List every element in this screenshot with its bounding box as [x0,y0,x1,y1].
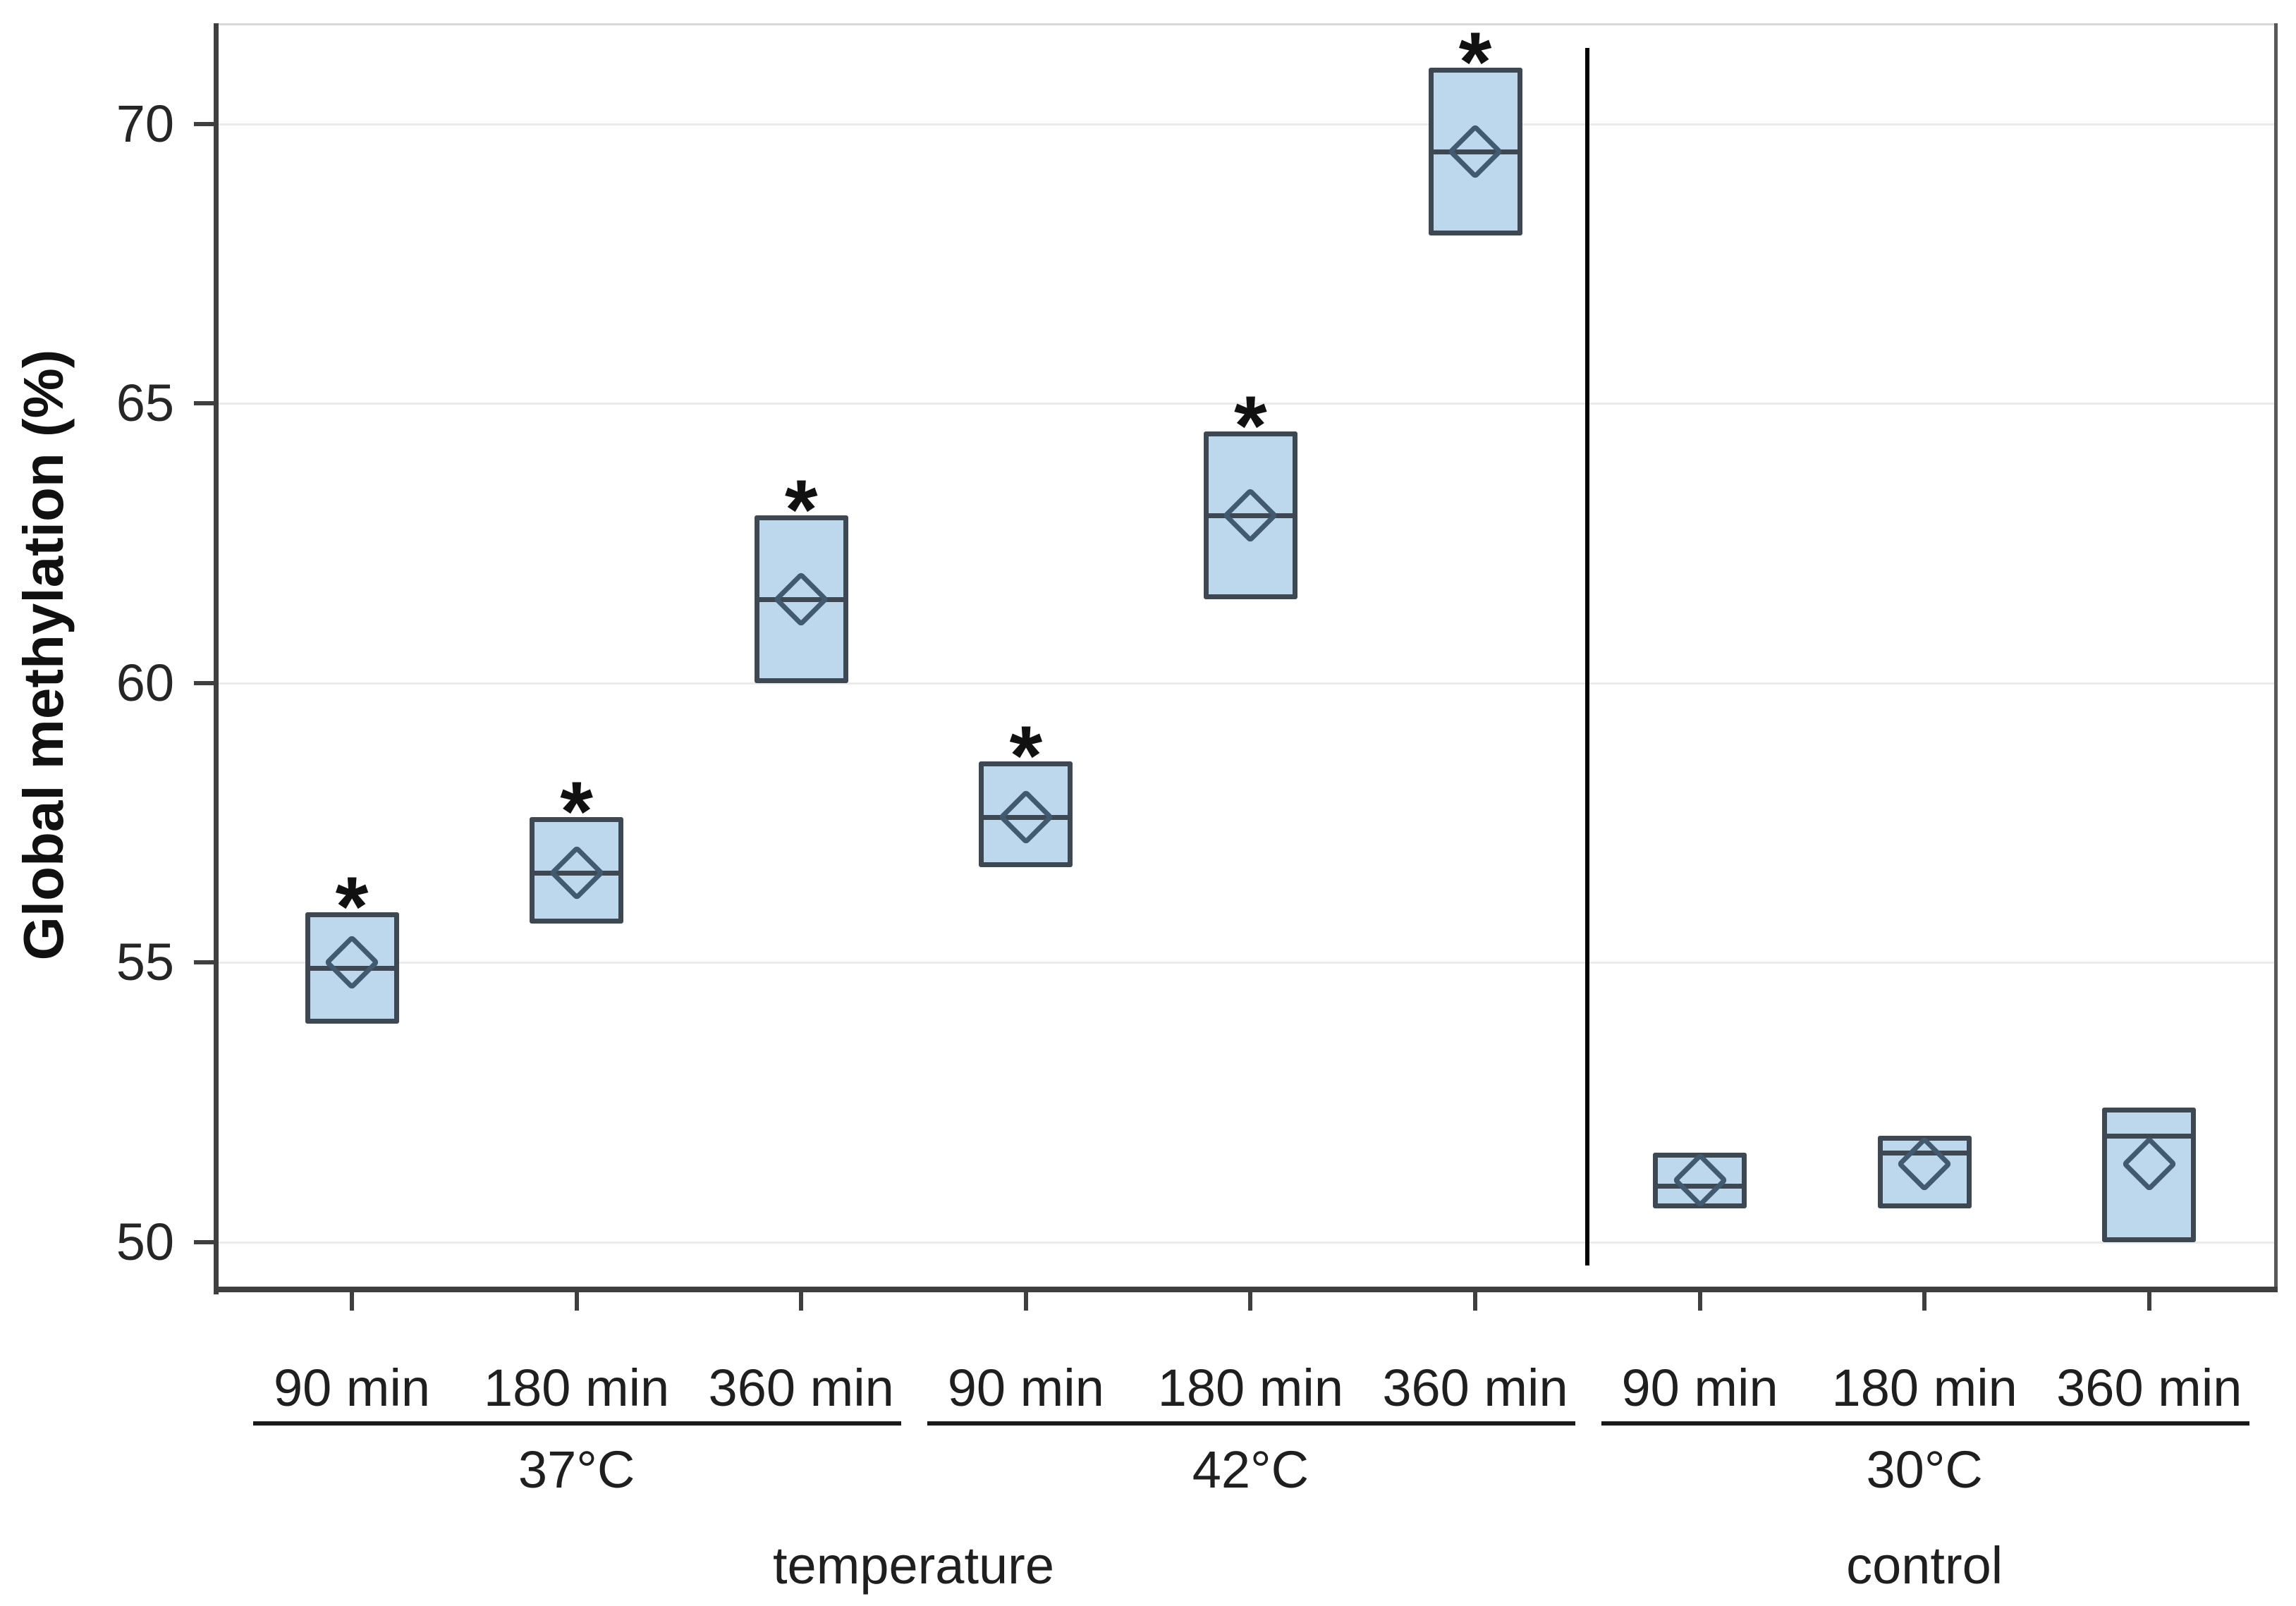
significance-asterisk: * [784,462,818,557]
y-tick-label: 70 [116,94,174,153]
box-plot-box [979,761,1073,868]
median-line [1657,1184,1743,1189]
category-label: 180 min [483,1359,670,1417]
median-line [1207,513,1293,518]
y-tick [194,960,215,965]
group-label: 42°C [1192,1440,1309,1499]
group-underline [1601,1421,2249,1426]
gridline [216,1241,2278,1244]
x-axis-line [214,1287,2278,1292]
median-line [758,596,844,602]
box-plot-box [1203,431,1297,599]
x-tick [1697,1292,1702,1311]
significance-asterisk: * [1009,708,1043,803]
x-tick [574,1292,579,1311]
y-tick-label: 55 [116,933,174,992]
category-label: 90 min [273,1359,431,1417]
section-label: temperature [773,1536,1054,1595]
median-line [309,966,395,971]
category-label: 180 min [1157,1359,1344,1417]
group-label: 30°C [1866,1440,1983,1499]
category-label: 180 min [1831,1359,2017,1417]
y-tick-label: 60 [116,653,174,712]
median-line [1432,149,1518,155]
group-underline [927,1421,1575,1426]
plot-border-top [216,23,2278,25]
box-plot-box [1877,1135,1972,1208]
median-line [534,871,620,876]
x-tick [350,1292,354,1311]
x-tick [2147,1292,2151,1311]
gridline [216,682,2278,685]
y-tick-label: 65 [116,374,174,433]
significance-asterisk: * [1234,378,1267,473]
section-divider [1585,48,1590,1265]
y-axis-line [214,23,219,1294]
group-label: 37°C [518,1440,635,1499]
x-tick [1023,1292,1028,1311]
y-tick [194,680,215,685]
box-plot-box [1653,1152,1747,1208]
box-plot-box [530,816,624,924]
gridline [216,123,2278,125]
box-plot-box [305,912,399,1024]
category-label: 360 min [2056,1359,2242,1417]
x-tick [1248,1292,1253,1311]
significance-asterisk: * [335,859,369,954]
category-label: 360 min [1382,1359,1568,1417]
plot-border-right [2274,23,2278,1292]
y-tick [194,1239,215,1244]
median-line [983,814,1069,820]
y-tick-label: 50 [116,1212,174,1271]
group-underline [253,1421,902,1426]
x-tick [1473,1292,1477,1311]
x-tick [799,1292,804,1311]
box-plot-box [754,515,848,683]
box-plot-box [2102,1108,2197,1242]
gridline [216,403,2278,405]
median-line [1881,1150,1967,1156]
significance-asterisk: * [560,764,593,859]
y-tick [194,121,215,126]
section-label: control [1846,1536,2003,1595]
x-tick [1922,1292,1927,1311]
category-label: 90 min [1621,1359,1778,1417]
significance-asterisk: * [1458,15,1492,110]
category-label: 360 min [708,1359,894,1417]
y-tick [194,401,215,406]
median-line [2106,1133,2192,1139]
category-label: 90 min [947,1359,1104,1417]
gridline [216,962,2278,964]
box-plot-box [1428,68,1522,236]
